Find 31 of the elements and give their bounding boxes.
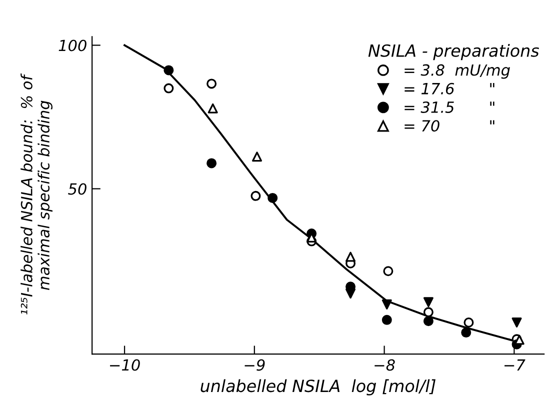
point — [423, 297, 434, 308]
point — [512, 318, 522, 328]
point — [164, 65, 174, 76]
point — [382, 299, 392, 310]
point — [423, 307, 434, 318]
x-tick-label: −7 — [504, 359, 526, 371]
legend-label: = 70 " — [404, 120, 494, 132]
legend-label: = 3.8 mU/mg — [404, 64, 510, 79]
legend-label: = 31.5 " — [404, 101, 494, 114]
point — [250, 190, 261, 201]
point — [208, 103, 218, 114]
point — [423, 316, 434, 326]
y-tick-label: 50 — [68, 183, 86, 195]
x-tick-label: −10 — [110, 359, 140, 371]
legend-label: = 17.6 " — [404, 82, 494, 94]
point — [346, 252, 356, 262]
y-axis-title: ¹²⁵I-labelled NSILA bound: % of maximal specific binding — [20, 73, 52, 314]
x-tick-label: −8 — [374, 359, 395, 371]
y-tick-label: 100 — [58, 40, 86, 52]
point — [206, 158, 217, 168]
point — [464, 318, 474, 328]
x-tick-label: −9 — [244, 359, 265, 371]
point — [382, 314, 392, 325]
point — [164, 83, 174, 94]
point — [383, 266, 394, 276]
point — [252, 152, 262, 162]
legend-title: NSILA - preparations — [368, 44, 539, 60]
x-axis-title: unlabelled NSILA log [mol/l] — [200, 379, 436, 396]
point — [206, 78, 217, 89]
point — [268, 192, 278, 203]
point — [461, 328, 472, 338]
